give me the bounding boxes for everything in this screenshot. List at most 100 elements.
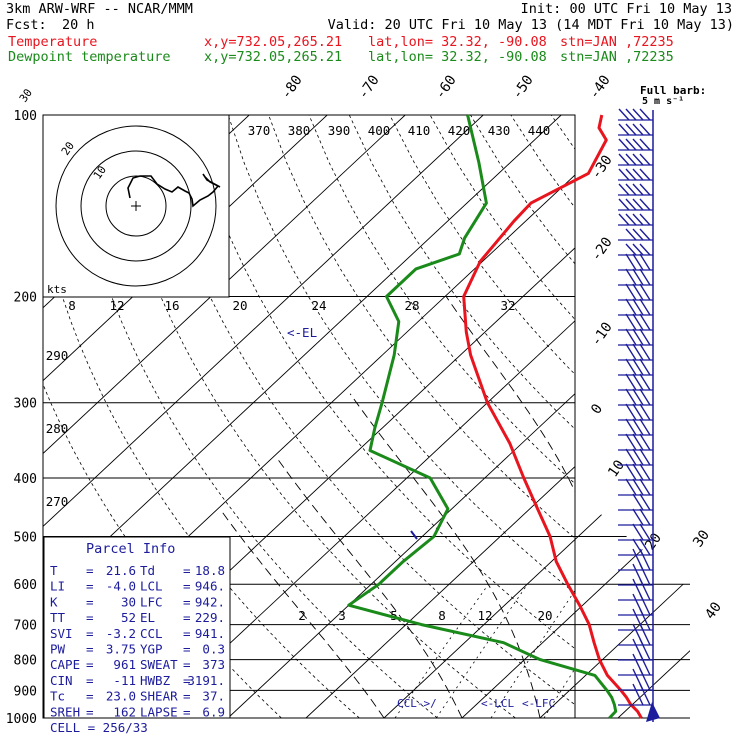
wind-barb [632,228,644,241]
isotherm-label: -70 [355,72,383,102]
wind-barb [639,138,651,151]
parcel-param-value: 52 [121,610,136,625]
parcel-info-frame [43,536,231,719]
parcel-param-value: 37. [202,689,225,704]
parcel-param-value: 30 [121,594,136,609]
mixing-ratio-label: 5 [390,608,398,623]
isotherm-line [43,115,406,718]
wind-barb [625,433,637,451]
wind-barb [632,683,644,706]
wind-barb [639,433,651,451]
wind-barb [625,253,637,271]
wind-barb [632,403,644,421]
parcel-param-value: -3.2 [106,626,136,641]
wind-barb [639,298,651,316]
wind-barb-unit: 5 m s⁻¹ [642,96,684,107]
wind-barb [625,358,637,376]
parcel-param-eq: = [86,579,94,594]
parcel-param-name: SWEAT [140,657,178,672]
theta-label: 370 [248,123,271,138]
parcel-param-name: PW [50,642,66,657]
pressure-tick-label: 600 [14,578,37,593]
parcel-param-name: LI [50,579,65,594]
wind-barb [632,198,644,211]
diagram-frame [42,114,576,719]
wind-barb [625,478,637,496]
isotherm-label: -40 [586,72,614,102]
isotherm-line [43,115,562,718]
wind-barb [639,523,651,541]
parcel-param-eq: = [86,642,94,657]
parcel-param-eq: = [86,657,94,672]
temp-latlon: lat,lon= 32.32, -90.08 [368,34,547,50]
wind-barb [632,388,644,406]
wind-barb [632,343,644,361]
pressure-tick-label: 1000 [6,712,37,727]
parcel-param-name: SVI [50,626,73,641]
wind-barb [639,478,651,496]
dry-adiabat [592,115,740,718]
wind-barb [639,463,651,481]
wind-barb [625,298,637,316]
parcel-param-value: 373 [202,657,225,672]
parcel-param-name: SHEAR [140,689,178,704]
wind-barb [632,313,644,331]
wind-barb [625,138,637,151]
wind-barb [632,268,644,286]
adiabat-label: 270 [46,494,69,509]
theta-label: 390 [328,123,351,138]
wind-barb [632,213,644,226]
isotherm-line [227,115,690,718]
parcel-param-name: K [50,594,58,609]
wind-barb [618,108,630,121]
wind-barb [639,313,651,331]
mixing-ratio-label: 8 [438,608,446,623]
wind-barb [639,448,651,466]
wind-barb [639,608,651,631]
parcel-param-name: LFC [140,594,163,609]
wind-barb [632,523,644,541]
dry-adiabat [227,115,575,594]
pressure-tick-label: 200 [14,291,37,306]
parcel-param-value: 961 [113,657,136,672]
wind-barb [639,283,651,301]
wind-barb [639,108,651,121]
wind-barb [625,448,637,466]
wind-barb [639,228,651,241]
parcel-param-value: -11 [113,673,136,688]
pressure-tick-label: 400 [14,472,37,487]
hodograph-ring [80,150,192,262]
wind-barb [625,243,637,256]
dewpoint-trace [347,114,618,720]
wind-barb [632,508,644,526]
wind-barb-column: Full barb:5 m s⁻¹ [618,84,706,722]
dew-latlon: lat,lon= 32.32, -90.08 [368,49,547,65]
wind-barb [625,228,637,241]
hodograph-ring-label: 20 [59,139,77,157]
parcel-param-eq: = [183,626,191,641]
hodograph-ring-label: 10 [91,163,109,181]
hodograph-x-tick: 24 [311,298,326,313]
parcel-param-value: 162 [113,704,136,719]
wind-barb [625,183,637,196]
wind-barb [639,623,651,646]
parcel-param-value: 18.8 [195,563,225,578]
parcel-param-value: 942. [195,594,225,609]
dry-adiabat [308,115,575,485]
wind-barb [625,343,637,361]
dry-adiabat [389,115,575,375]
isotherm-line [383,115,690,718]
parcel-param-eq: = [86,594,94,609]
wind-barb [625,388,637,406]
hodograph-ring-label: 30 [17,86,35,104]
parcel-param-eq: = [183,579,191,594]
wind-barb [625,213,637,226]
moist-adiabat [445,296,575,493]
wind-barb [632,463,644,481]
wind-barb [618,183,630,196]
parcel-param-eq: = [86,563,94,578]
parcel-param-eq: = [183,673,191,688]
wind-barb [639,328,651,346]
parcel-param-eq: = [86,626,94,641]
wind-barb [625,403,637,421]
